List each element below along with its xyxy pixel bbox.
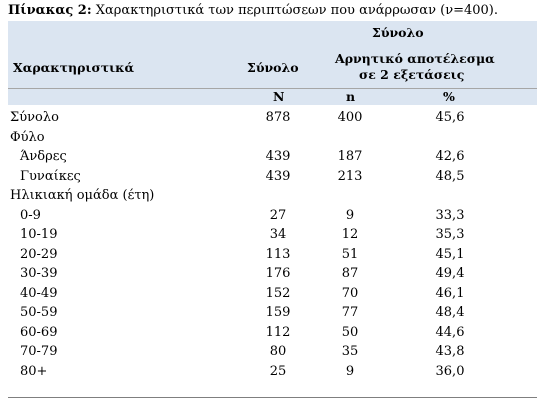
row-total-N: 152 [265,285,291,301]
table-row: 10-19 34 12 35,3 [8,225,537,245]
row-negative-n: 187 [337,149,363,164]
row-negative-n: 51 [341,246,359,262]
header-sub-N: N [273,89,285,104]
row-percent: 44,6 [435,324,465,340]
row-percent: 36,0 [435,363,465,379]
row-label: 30-39 [20,266,58,281]
row-negative-n: 70 [341,285,359,301]
row-percent: 43,8 [435,344,465,359]
table-row: Σύνολο 878 400 45,6 [8,108,537,128]
row-negative-n: 9 [345,207,355,223]
row-negative-n: 213 [337,168,363,184]
row-label: 10-19 [20,227,58,242]
table-row: 20-29 113 51 45,1 [8,245,537,265]
row-label: 70-79 [20,344,58,359]
row-negative-n: 400 [337,110,363,125]
row-label: 40-49 [20,285,58,301]
row-total-N: 113 [265,246,291,262]
table-row: 40-49 152 70 46,1 [8,284,537,304]
row-label: 0-9 [20,207,41,223]
row-total-N: 176 [265,266,291,281]
row-negative-n: 12 [341,227,359,242]
row-percent: 33,3 [435,207,465,223]
table-row: Άνδρες 439 187 42,6 [8,147,537,167]
row-label: 60-69 [20,324,58,340]
header-group-title: Σύνολο [372,25,424,40]
row-total-N: 112 [265,324,291,340]
row-total-N: 439 [265,168,291,184]
table-row: 30-39 176 87 49,4 [8,264,537,284]
row-percent: 35,3 [435,227,465,242]
row-percent: 45,1 [435,246,465,262]
row-negative-n: 35 [341,344,359,359]
header-divider [8,88,537,89]
table-header: Σύνολο Χαρακτηριστικά Σύνολο Αρνητικό απ… [8,21,537,105]
header-negative-line2: σε 2 εξετάσεις [359,67,465,82]
row-label: 80+ [20,363,48,379]
row-percent: 48,5 [435,168,465,184]
row-percent: 49,4 [435,266,465,281]
row-total-N: 80 [269,344,287,359]
table-row: 0-9 27 9 33,3 [8,206,537,226]
row-negative-n: 87 [341,266,359,281]
row-percent: 42,6 [435,149,465,164]
caption-text: Χαρακτηριστικά των περιπτώσεων που ανάρρ… [91,3,499,18]
table-body: Σύνολο 878 400 45,6 Φύλο Άνδρες 439 187 42,6 Γυνα… [8,108,537,381]
table-row: 80+ 25 9 36,0 [8,362,537,382]
table-caption: Πίνακας 2: Χαρακτηριστικά των περιπτώσεω… [8,3,498,19]
table-row: 60-69 112 50 44,6 [8,323,537,343]
table-row: Γυναίκες 439 213 48,5 [8,167,537,187]
row-total-N: 25 [269,363,287,379]
caption-label: Πίνακας 2: [8,3,92,18]
table-row: Ηλικιακή ομάδα (έτη) [8,186,537,206]
header-sub-pct: % [443,89,455,104]
row-label: 50-59 [20,305,58,320]
table-row: 70-79 80 35 43,8 [8,342,537,362]
row-label: Γυναίκες [20,168,81,184]
header-negative-line1: Αρνητικό αποτέλεσμα [335,51,495,66]
table-bottom-rule [8,397,537,398]
header-sub-n: n [346,89,356,104]
table-row: 50-59 159 77 48,4 [8,303,537,323]
row-total-N: 159 [265,305,291,320]
row-negative-n: 77 [341,305,359,320]
table-row: Φύλο [8,128,537,148]
row-total-N: 439 [265,149,291,164]
row-label: 20-29 [20,246,58,262]
row-percent: 46,1 [435,285,465,301]
row-total-N: 878 [265,110,291,125]
header-characteristics: Χαρακτηριστικά [13,60,135,75]
row-negative-n: 9 [345,363,355,379]
row-total-N: 27 [269,207,287,223]
header-total: Σύνολο [247,60,299,75]
row-label: Άνδρες [20,149,67,164]
row-negative-n: 50 [341,324,359,340]
row-percent: 45,6 [435,110,465,125]
row-total-N: 34 [269,227,287,242]
row-label: Φύλο [10,129,45,145]
row-label: Ηλικιακή ομάδα (έτη) [10,188,155,203]
row-percent: 48,4 [435,305,465,320]
row-label: Σύνολο [10,110,59,125]
